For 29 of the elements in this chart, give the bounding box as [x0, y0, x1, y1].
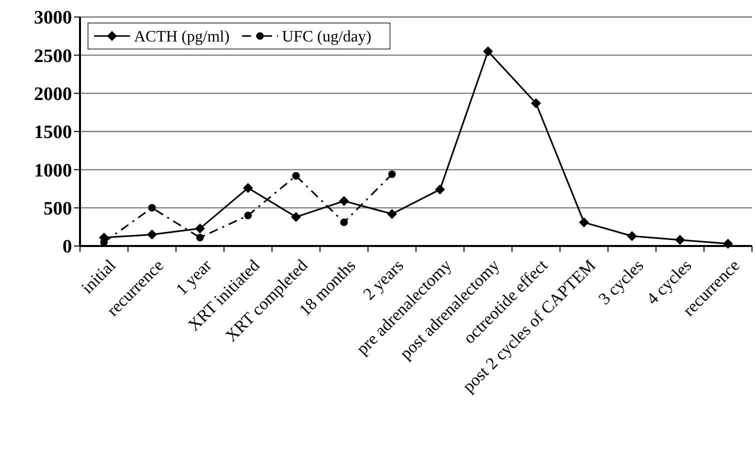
point: [195, 223, 205, 234]
point: [244, 212, 252, 220]
y-tick-label: 1000: [34, 160, 72, 182]
y-tick-label: 3000: [34, 8, 72, 29]
point: [723, 238, 733, 249]
y-tick-label: 1500: [34, 122, 72, 144]
point: [531, 98, 541, 108]
point: [579, 217, 589, 228]
point: [196, 234, 204, 242]
point: [340, 218, 348, 226]
y-tick-label: 0: [62, 236, 72, 258]
point: [243, 182, 253, 193]
y-tick-label: 2500: [34, 46, 72, 67]
point: [675, 234, 685, 245]
point: [388, 170, 396, 178]
y-tick-label: 2000: [34, 84, 72, 105]
x-tick-label: 1 year: [172, 256, 216, 299]
legend-label: UFC (ug/day): [282, 28, 372, 46]
y-tick-label: 500: [44, 198, 72, 220]
point: [435, 184, 445, 195]
point: [291, 212, 301, 222]
point: [387, 208, 397, 219]
point: [148, 204, 156, 212]
point: [339, 196, 349, 206]
point: [292, 172, 300, 180]
point: [627, 231, 637, 242]
legend-label: ACTH (pg/ml): [134, 28, 230, 46]
point: [147, 230, 157, 240]
point: [483, 46, 493, 56]
